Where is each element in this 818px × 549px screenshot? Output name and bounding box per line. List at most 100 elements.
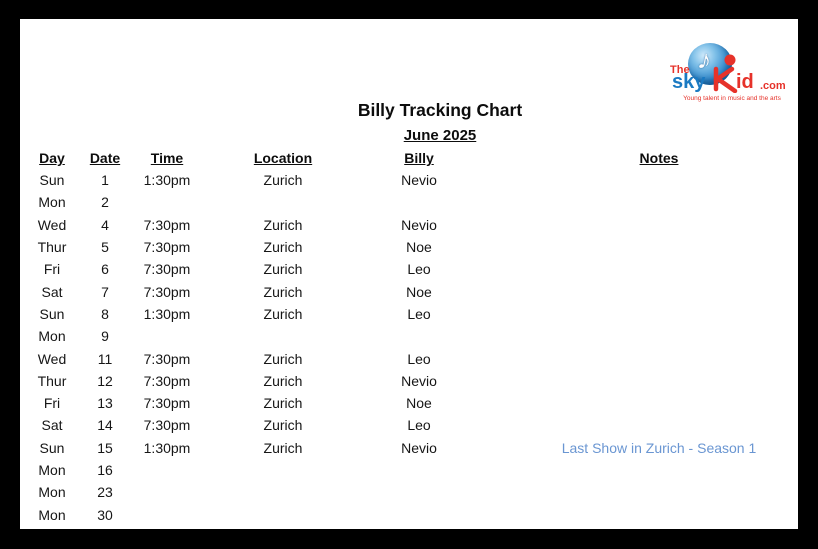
cell-time: 7:30pm	[143, 239, 191, 256]
cell-location: Zurich	[263, 172, 303, 189]
cell-day: Mon	[38, 194, 66, 211]
cell-day: Mon	[38, 484, 66, 501]
cell-time: 1:30pm	[143, 172, 191, 189]
cell-date: 1	[101, 172, 109, 189]
cell-location	[208, 503, 358, 525]
cell-billy: Leo	[407, 261, 431, 278]
cell-day: Sun	[39, 172, 65, 189]
cell-billy	[358, 459, 480, 481]
cell-billy: Nevio	[401, 372, 437, 389]
schedule-table: Day Date Time Location Billy Notes Sun 1…	[20, 147, 798, 526]
cell-location: Zurich	[263, 372, 303, 389]
cell-notes: Last Show in Zurich - Season 1	[561, 439, 757, 456]
cell-location: Zurich	[263, 283, 303, 300]
cell-location: Zurich	[263, 395, 303, 412]
table-row: Mon 2	[20, 191, 798, 213]
cell-day: Fri	[43, 395, 61, 412]
cell-notes	[480, 303, 798, 325]
cell-day: Sat	[41, 283, 63, 300]
table-row: Mon 30	[20, 503, 798, 525]
cell-billy	[358, 481, 480, 503]
cell-day: Sat	[41, 417, 63, 434]
cell-time: 7:30pm	[143, 350, 191, 367]
cell-day: Mon	[38, 506, 66, 523]
table-row: Fri 6 7:30pm Zurich Leo	[20, 258, 798, 280]
cell-notes	[480, 392, 798, 414]
cell-date: 12	[97, 372, 113, 389]
cell-notes	[480, 169, 798, 191]
table-row: Thur 12 7:30pm Zurich Nevio	[20, 370, 798, 392]
cell-time	[126, 191, 208, 213]
cell-billy: Nevio	[401, 172, 437, 189]
cell-notes	[480, 280, 798, 302]
cell-location: Zurich	[263, 239, 303, 256]
cell-notes	[480, 236, 798, 258]
cell-notes	[480, 414, 798, 436]
cell-billy: Noe	[406, 283, 432, 300]
cell-date: 4	[101, 216, 109, 233]
cell-billy: Leo	[407, 305, 431, 322]
cell-date: 9	[101, 328, 109, 345]
page-subtitle: June 2025	[403, 127, 477, 144]
cell-location: Zurich	[263, 439, 303, 456]
cell-time	[126, 481, 208, 503]
cell-location: Zurich	[263, 216, 303, 233]
title-block: Billy Tracking Chart June 2025	[20, 19, 798, 146]
table-row: Thur 5 7:30pm Zurich Noe	[20, 236, 798, 258]
logo-text-sky: sky	[672, 71, 706, 93]
cell-date: 23	[97, 484, 113, 501]
cell-time	[126, 503, 208, 525]
table-header: Day Date Time Location Billy Notes	[20, 147, 798, 169]
table-row: Sun 1 1:30pm Zurich Nevio	[20, 169, 798, 191]
logo-sphere: ♪	[688, 43, 732, 85]
cell-day: Wed	[37, 216, 67, 233]
cell-billy: Noe	[406, 239, 432, 256]
cell-date: 13	[97, 395, 113, 412]
cell-location	[208, 191, 358, 213]
cell-date: 11	[97, 350, 113, 367]
cell-time: 7:30pm	[143, 261, 191, 278]
cell-date: 7	[101, 283, 109, 300]
cell-day: Wed	[37, 350, 67, 367]
table-row: Sun 15 1:30pm Zurich Nevio Last Show in …	[20, 437, 798, 459]
cell-day: Thur	[37, 372, 67, 389]
cell-notes	[480, 325, 798, 347]
cell-date: 15	[97, 439, 113, 456]
cell-time: 7:30pm	[143, 216, 191, 233]
logo-text-id: id	[736, 71, 754, 93]
cell-location	[208, 481, 358, 503]
cell-date: 5	[101, 239, 109, 256]
kid-figure-icon	[706, 53, 740, 98]
cell-time	[126, 459, 208, 481]
cell-date: 16	[97, 462, 113, 478]
col-header-billy: Billy	[404, 150, 434, 166]
table-row: Wed 11 7:30pm Zurich Leo	[20, 347, 798, 369]
col-header-date: Date	[89, 150, 121, 166]
table-row: Fri 13 7:30pm Zurich Noe	[20, 392, 798, 414]
table-row: Wed 4 7:30pm Zurich Nevio	[20, 214, 798, 236]
cell-date: 30	[97, 506, 113, 523]
col-header-time: Time	[150, 150, 184, 166]
document-page: ♪ The sky id .com Young talent in music …	[20, 19, 798, 529]
table-row: Sun 8 1:30pm Zurich Leo	[20, 303, 798, 325]
cell-notes	[480, 503, 798, 525]
col-header-day: Day	[39, 150, 65, 166]
col-header-notes: Notes	[639, 150, 679, 166]
cell-day: Sun	[39, 439, 65, 456]
cell-date: 14	[97, 417, 113, 434]
table-body: Sun 1 1:30pm Zurich Nevio Mon 2 Wed 4 7:…	[20, 169, 798, 526]
cell-billy: Noe	[406, 395, 432, 412]
cell-location	[208, 459, 358, 481]
col-header-location: Location	[253, 150, 313, 166]
cell-billy: Nevio	[401, 439, 437, 456]
cell-billy: Nevio	[401, 216, 437, 233]
cell-day: Fri	[43, 261, 61, 278]
table-row: Mon 9	[20, 325, 798, 347]
cell-billy: Leo	[407, 350, 431, 367]
cell-notes	[480, 191, 798, 213]
cell-notes	[480, 459, 798, 481]
cell-notes	[480, 258, 798, 280]
cell-time: 7:30pm	[143, 395, 191, 412]
cell-notes	[480, 481, 798, 503]
